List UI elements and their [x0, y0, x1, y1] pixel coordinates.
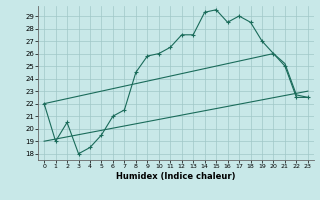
X-axis label: Humidex (Indice chaleur): Humidex (Indice chaleur) — [116, 172, 236, 181]
